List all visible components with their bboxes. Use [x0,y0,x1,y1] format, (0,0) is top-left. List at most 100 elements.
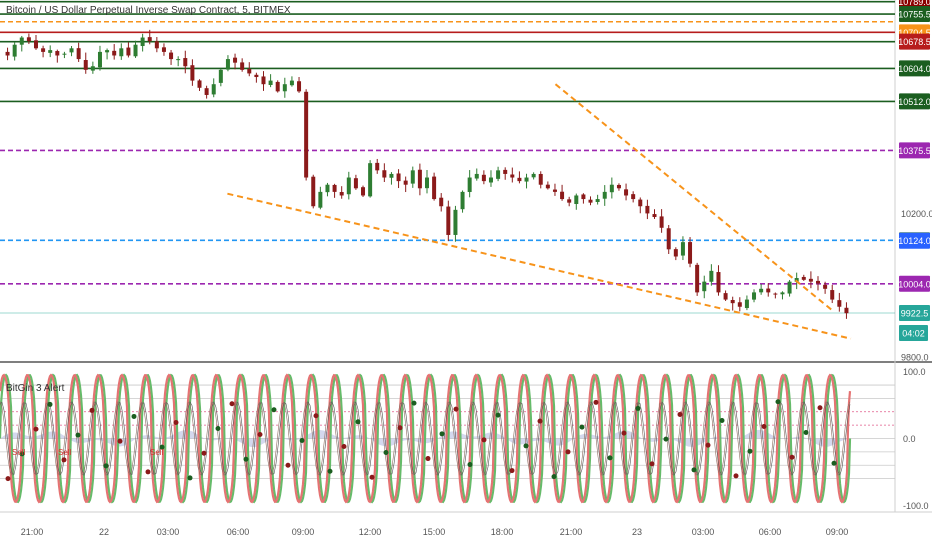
oscillator-dot [705,442,711,448]
time-tick-label: 12:00 [359,527,382,537]
oscillator-dot [761,423,767,429]
price-level-badge [899,305,930,322]
price-level-label: 10604.0 [898,64,931,74]
oscillator-dot [817,405,823,411]
candle-body [12,44,17,57]
candle-body [41,48,46,52]
oscillator-dot [313,413,319,419]
oscillator-panel[interactable]: Sell Sell Sell [0,373,895,504]
candle-body [673,249,678,257]
oscillator-dot [187,475,193,481]
candle-body [247,68,252,74]
oscillator-dot [509,468,515,474]
oscillator-dot [453,406,459,412]
candle-body [375,162,380,171]
candle-body [204,88,209,95]
candle-body [744,299,749,309]
candle-body [624,189,629,196]
candle-body [560,191,565,200]
oscillator-dot [425,456,431,462]
candle-body [325,184,330,193]
candle-body [339,192,344,196]
candle-body [595,199,600,202]
trendlines[interactable] [227,83,852,340]
candle-body [76,48,81,60]
oscillator-dot [5,476,11,482]
candle-body [161,47,166,52]
candle-body [567,199,572,203]
oscillator-dot [257,431,263,437]
candle-body [453,209,458,235]
oscillator-dot [131,413,137,419]
oscillator-dot [33,426,39,432]
candle-body [837,300,842,307]
oscillator-dot [229,401,235,407]
time-tick-label: 21:00 [21,527,44,537]
oscillator-dot [383,450,389,456]
candle-body [801,276,806,280]
oscillator-dot [789,454,795,460]
candle-body [275,81,280,92]
time-tick-label: 23 [632,527,642,537]
candle-body [410,170,415,184]
oscillator-dot [75,432,81,438]
candle-body [574,195,579,204]
candle-body [147,37,152,42]
candle-body [602,191,607,199]
oscillator-dot [201,450,207,456]
candle-body [780,292,785,295]
candle-body [126,47,131,56]
oscillator-dot [775,399,781,405]
candle-body [55,51,60,56]
oscillator-dot [397,425,403,431]
candle-body [794,278,799,282]
candle-body [659,216,664,228]
candle-body [353,178,358,189]
candle-body [730,299,735,304]
candle-body [176,59,181,61]
candle-body [460,191,465,210]
oscillator-line-1 [0,373,852,504]
candle-body [297,81,302,92]
candle-body [517,177,522,182]
oscillator-dot [369,474,375,480]
candle-body [496,170,501,179]
candle-body [304,91,309,178]
price-level-badge [899,93,930,110]
price-level-badge [899,142,930,159]
oscillator-dot [411,400,417,406]
candle-body [417,169,422,189]
oscillator-dot [327,468,333,474]
candle-body [83,60,88,70]
candle-body [33,40,38,49]
candle-body [531,173,536,178]
candle-body [503,169,508,174]
oscillator-dot [551,474,557,480]
oscillator-dot [19,451,25,457]
oscillator-tick-label: 0.0 [903,434,916,444]
candle-body [695,264,700,293]
price-levels [0,0,932,513]
time-axis[interactable]: 21:00 22 03:00 06:00 09:00 12:00 15:00 18:00 21:… [21,527,849,537]
price-level-label: 10789.0 [898,0,931,7]
candle-body [233,57,238,63]
candle-body [346,177,351,195]
oscillator-dot [159,444,165,450]
countdown-badge [899,325,928,342]
candle-body [154,41,159,49]
oscillator-dot [719,417,725,423]
time-tick-label: 18:00 [491,527,514,537]
price-level-label: 10512.0 [898,97,931,107]
oscillator-dot [523,443,529,449]
time-tick-label: 15:00 [423,527,446,537]
oscillator-signal-line [0,400,851,477]
time-tick-label: 03:00 [692,527,715,537]
oscillator-tick-label: 100.0 [903,367,926,377]
price-level-label: 10704.5 [898,28,931,38]
sell-label: Sell [58,448,72,457]
candle-body [752,292,757,300]
price-level-label: 10678.5 [898,37,931,47]
candle-body [425,177,429,189]
